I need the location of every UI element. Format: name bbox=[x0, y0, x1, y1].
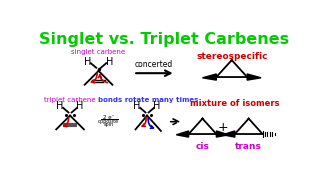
Polygon shape bbox=[203, 74, 216, 80]
Text: Singlet vs. Triplet Carbenes: Singlet vs. Triplet Carbenes bbox=[39, 32, 289, 47]
Text: H: H bbox=[56, 101, 64, 111]
Text: 2 e⁻: 2 e⁻ bbox=[103, 115, 114, 120]
Text: opposite: opposite bbox=[98, 119, 119, 124]
Polygon shape bbox=[222, 131, 235, 137]
Text: +: + bbox=[218, 121, 228, 134]
Text: cis: cis bbox=[196, 142, 209, 151]
FancyArrowPatch shape bbox=[92, 73, 97, 83]
Text: spin: spin bbox=[103, 122, 114, 127]
FancyArrowPatch shape bbox=[148, 118, 153, 128]
FancyArrowPatch shape bbox=[64, 118, 69, 127]
Text: bonds rotate many times: bonds rotate many times bbox=[99, 97, 199, 103]
Text: H: H bbox=[106, 57, 113, 67]
Text: stereospecific: stereospecific bbox=[196, 52, 268, 61]
FancyArrowPatch shape bbox=[99, 75, 108, 83]
Text: H: H bbox=[76, 101, 84, 111]
Text: trans: trans bbox=[235, 142, 262, 151]
Text: H: H bbox=[133, 101, 141, 111]
Polygon shape bbox=[216, 131, 229, 137]
FancyArrowPatch shape bbox=[142, 118, 146, 126]
Text: H: H bbox=[84, 57, 92, 67]
Polygon shape bbox=[247, 74, 261, 80]
Polygon shape bbox=[176, 131, 189, 137]
Text: concerted: concerted bbox=[135, 60, 173, 69]
Text: mixture of isomers: mixture of isomers bbox=[190, 99, 280, 108]
Text: triplet carbene: triplet carbene bbox=[44, 97, 96, 103]
Text: singlet carbene: singlet carbene bbox=[71, 49, 126, 55]
Text: H: H bbox=[153, 101, 161, 111]
